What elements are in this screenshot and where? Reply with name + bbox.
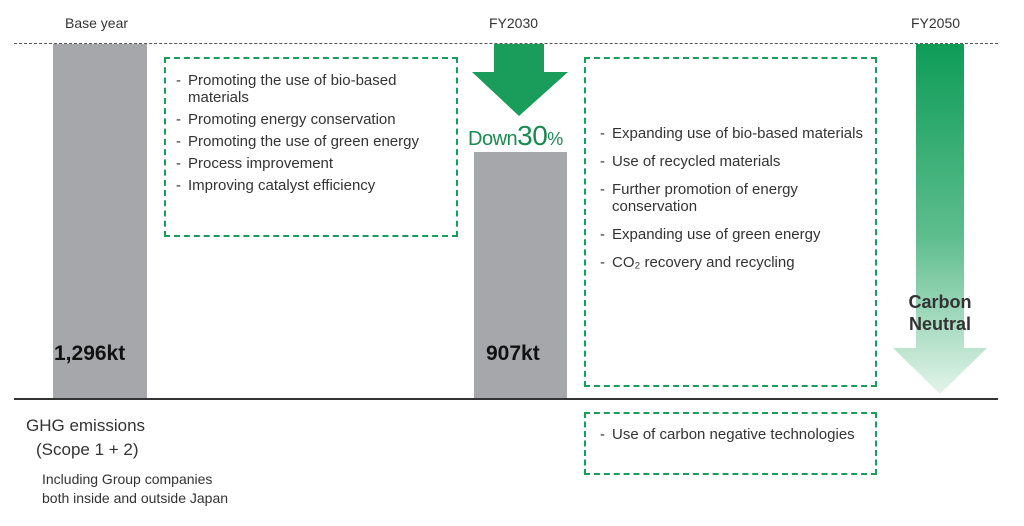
label-fy2030: FY2030 (489, 15, 539, 31)
reduction-label: Down30% (468, 120, 563, 152)
measures-list-beyond: Use of carbon negative technologies (600, 426, 866, 443)
list-item: Promoting energy conservation (176, 111, 448, 128)
carbon-neutral-label: Carbon Neutral (892, 291, 988, 335)
base-year-value: 1,296kt (54, 342, 126, 365)
base-year-bar (53, 44, 147, 398)
ghg-scope: (Scope 1 + 2) (36, 440, 139, 459)
list-item: Expanding use of green energy (600, 226, 866, 243)
down-arrow-icon (472, 44, 568, 116)
fy2030-value: 907kt (486, 342, 540, 365)
list-item: Promoting the use of bio-based materials (176, 72, 448, 106)
list-item: Process improvement (176, 155, 448, 172)
list-item: Use of recycled materials (600, 153, 866, 170)
reduction-unit: % (547, 129, 563, 149)
measures-box-beyond: Use of carbon negative technologies (584, 412, 877, 475)
measures-list-2050: Expanding use of bio-based materials Use… (600, 125, 866, 271)
measures-box-2030: Promoting the use of bio-based materials… (164, 57, 458, 237)
list-item: Further promotion of energy conservation (600, 181, 866, 215)
carbon-neutral-arrow-icon (893, 44, 987, 394)
carbon-neutral-line1: Carbon (908, 292, 972, 312)
list-item: Expanding use of bio-based materials (600, 125, 866, 142)
fy2030-bar (474, 152, 567, 398)
label-fy2050: FY2050 (911, 15, 961, 31)
ghg-note-line1: Including Group companies (42, 471, 213, 487)
list-item: Promoting the use of green energy (176, 133, 448, 150)
ghg-title: GHG emissions (26, 416, 146, 435)
baseline-axis (14, 398, 998, 400)
list-item: Use of carbon negative technologies (600, 426, 866, 443)
measures-box-2050: Expanding use of bio-based materials Use… (584, 57, 877, 387)
reduction-number: 30 (517, 120, 548, 151)
list-item: CO₂ recovery and recycling (600, 254, 866, 271)
carbon-neutral-line2: Neutral (908, 314, 971, 334)
ghg-note-line2: both inside and outside Japan (42, 490, 229, 506)
measures-list-2030: Promoting the use of bio-based materials… (176, 72, 448, 194)
reduction-prefix: Down (468, 128, 518, 150)
target-dashed-line (14, 43, 998, 44)
label-base-year: Base year (65, 15, 129, 31)
list-item: Improving catalyst efficiency (176, 177, 448, 194)
